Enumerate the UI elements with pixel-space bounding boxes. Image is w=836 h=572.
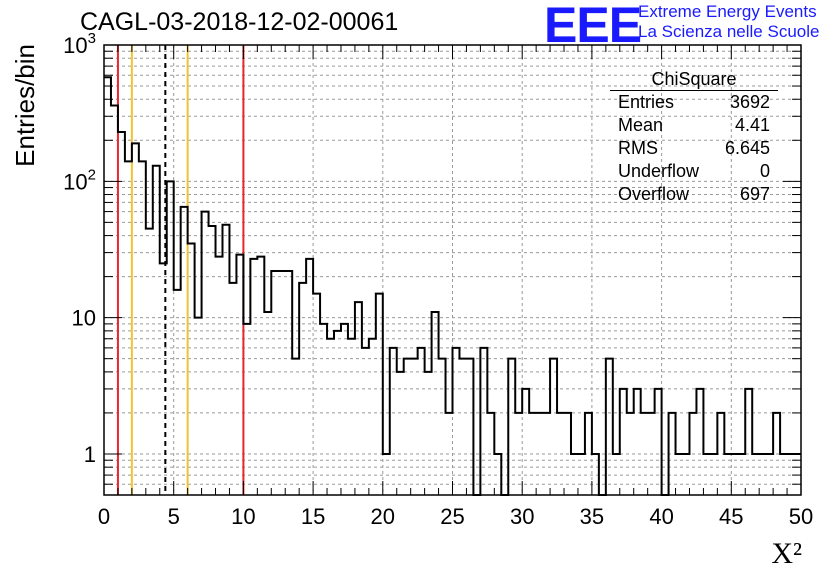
- x-tick-label: 15: [301, 504, 325, 529]
- chart-title: CAGL-03-2018-12-02-00061: [80, 8, 399, 36]
- stats-title: ChiSquare: [610, 68, 778, 91]
- stats-row-overflow: Overflow 697: [610, 183, 778, 206]
- x-axis-label: X²: [771, 537, 802, 570]
- eee-logo: EEE: [544, 0, 642, 53]
- y-axis-label: Entries/bin: [10, 44, 40, 167]
- stats-value: 4.41: [734, 115, 770, 135]
- x-tick-label: 0: [98, 504, 110, 529]
- y-tick-label: 1: [84, 442, 96, 467]
- stats-value: 6.645: [724, 138, 770, 158]
- stats-label: Entries: [618, 92, 675, 112]
- stats-label: RMS: [618, 138, 658, 158]
- x-tick-label: 25: [440, 504, 464, 529]
- stats-value: 0: [759, 161, 770, 181]
- stats-row-mean: Mean 4.41: [610, 114, 778, 137]
- x-tick-label: 45: [719, 504, 743, 529]
- x-tick-label: 10: [231, 504, 255, 529]
- x-tick-label: 20: [371, 504, 395, 529]
- stats-label: Mean: [618, 115, 664, 135]
- x-tick-label: 30: [510, 504, 534, 529]
- stats-row-underflow: Underflow 0: [610, 160, 778, 183]
- stats-value: 697: [739, 184, 770, 204]
- y-tick-label: 10: [72, 306, 96, 331]
- y-tick-label: 102: [63, 166, 96, 194]
- stats-row-rms: RMS 6.645: [610, 137, 778, 160]
- x-tick-label: 40: [649, 504, 673, 529]
- stats-label: Underflow: [618, 161, 700, 181]
- stats-row-entries: Entries 3692: [610, 91, 778, 114]
- x-tick-label: 35: [580, 504, 604, 529]
- stats-label: Overflow: [618, 184, 690, 204]
- y-tick-label: 103: [63, 30, 96, 58]
- logo-subtitle-1: Extreme Energy Events: [638, 2, 817, 21]
- logo-subtitle-2: La Scienza nelle Scuole: [638, 22, 820, 41]
- x-tick-label: 5: [168, 504, 180, 529]
- stats-value: 3692: [729, 92, 770, 112]
- stats-box: ChiSquare Entries 3692 Mean 4.41 RMS 6.6…: [610, 68, 778, 206]
- x-tick-label: 50: [789, 504, 813, 529]
